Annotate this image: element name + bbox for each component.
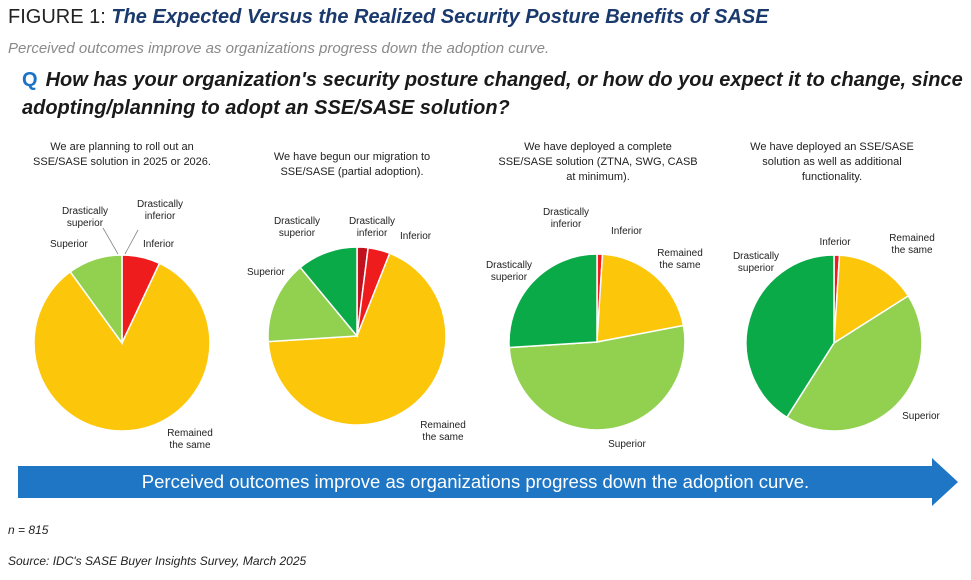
pie-3-label-superior: Superior (608, 439, 646, 450)
pie-chart-3: Drastically inferior Inferior Remained the s… (486, 207, 703, 450)
adoption-arrow (18, 458, 958, 506)
pie-chart-2: Drastically superior Drastically inferior In… (247, 216, 466, 443)
panel-2-caption: We have begun our migration to SSE/SASE … (273, 151, 431, 178)
pie-2-label-remained-the-same: Remained the same (420, 420, 466, 443)
figure-label: FIGURE 1: (8, 6, 106, 28)
pie-4-slice-drastically-superior (745, 254, 835, 419)
panel-3-caption: We have deployed a complete SSE/SASE sol… (498, 141, 698, 183)
pie-1-leader-drastically-inferior (124, 229, 139, 255)
figure-heading: The Expected Versus the Realized Securit… (111, 6, 769, 28)
pie-4-slice-superior (785, 294, 923, 432)
pie-3-label-remained-the-same: Remained the same (657, 248, 703, 271)
sample-size-note: n = 815 (8, 523, 49, 537)
pie-2-label-drastically-inferior: Drastically inferior (349, 216, 395, 239)
pie-2-slice-drastically-superior (299, 246, 358, 339)
pie-1-slice-remained-the-same (33, 262, 211, 432)
source-note: Source: IDC's SASE Buyer Insights Survey… (8, 554, 307, 568)
pie-chart-1: Drastically superior Drastically inferior In… (33, 199, 213, 451)
pie-2-slice-remained-the-same (267, 252, 447, 426)
pie-3-slice-remained-the-same (596, 253, 685, 343)
panel-1-caption: We are planning to roll out an SSE/SASE … (33, 141, 211, 168)
pie-1-label-remained-the-same: Remained the same (167, 428, 213, 451)
pie-3-slice-superior (508, 324, 686, 431)
pie-3-label-drastically-inferior: Drastically inferior (543, 207, 589, 230)
pie-1-label-inferior: Inferior (143, 239, 175, 250)
pie-3-label-drastically-superior: Drastically superior (486, 260, 532, 283)
pie-2-label-inferior: Inferior (400, 231, 432, 242)
pie-4-label-drastically-superior: Drastically superior (733, 251, 779, 274)
pie-1-slice-superior (69, 254, 123, 346)
figure-title: FIGURE 1: The Expected Versus the Realiz… (8, 6, 769, 29)
pie-3-slice-drastically-superior (508, 253, 598, 349)
pie-1-leader-drastically-superior (102, 227, 119, 255)
pie-4-slice-remained-the-same (833, 254, 910, 345)
pie-1-label-superior: Superior (50, 239, 88, 250)
figure-subtitle: Perceived outcomes improve as organizati… (8, 40, 550, 57)
pie-chart-4: Drastically superior Inferior Remained the s… (733, 233, 941, 432)
pie-4-label-remained-the-same: Remained the same (889, 233, 935, 256)
pie-1-label-drastically-superior: Drastically superior (62, 206, 108, 229)
panel-4-caption: We have deployed an SSE/SASE solution as… (750, 141, 914, 183)
pie-4-label-superior: Superior (902, 411, 940, 422)
pie-2-label-drastically-superior: Drastically superior (274, 216, 320, 239)
adoption-arrow-text: Perceived outcomes improve as organizati… (141, 471, 810, 492)
pie-2-label-superior: Superior (247, 267, 285, 278)
pie-2-slice-superior (267, 266, 359, 343)
pie-4-label-inferior: Inferior (819, 237, 851, 248)
survey-question: Q How has your organization's security po… (22, 66, 967, 122)
pie-3-label-inferior: Inferior (611, 226, 643, 237)
question-marker: Q (22, 69, 38, 91)
question-text: How has your organization's security pos… (22, 69, 963, 119)
pie-1-label-drastically-inferior: Drastically inferior (137, 199, 183, 222)
